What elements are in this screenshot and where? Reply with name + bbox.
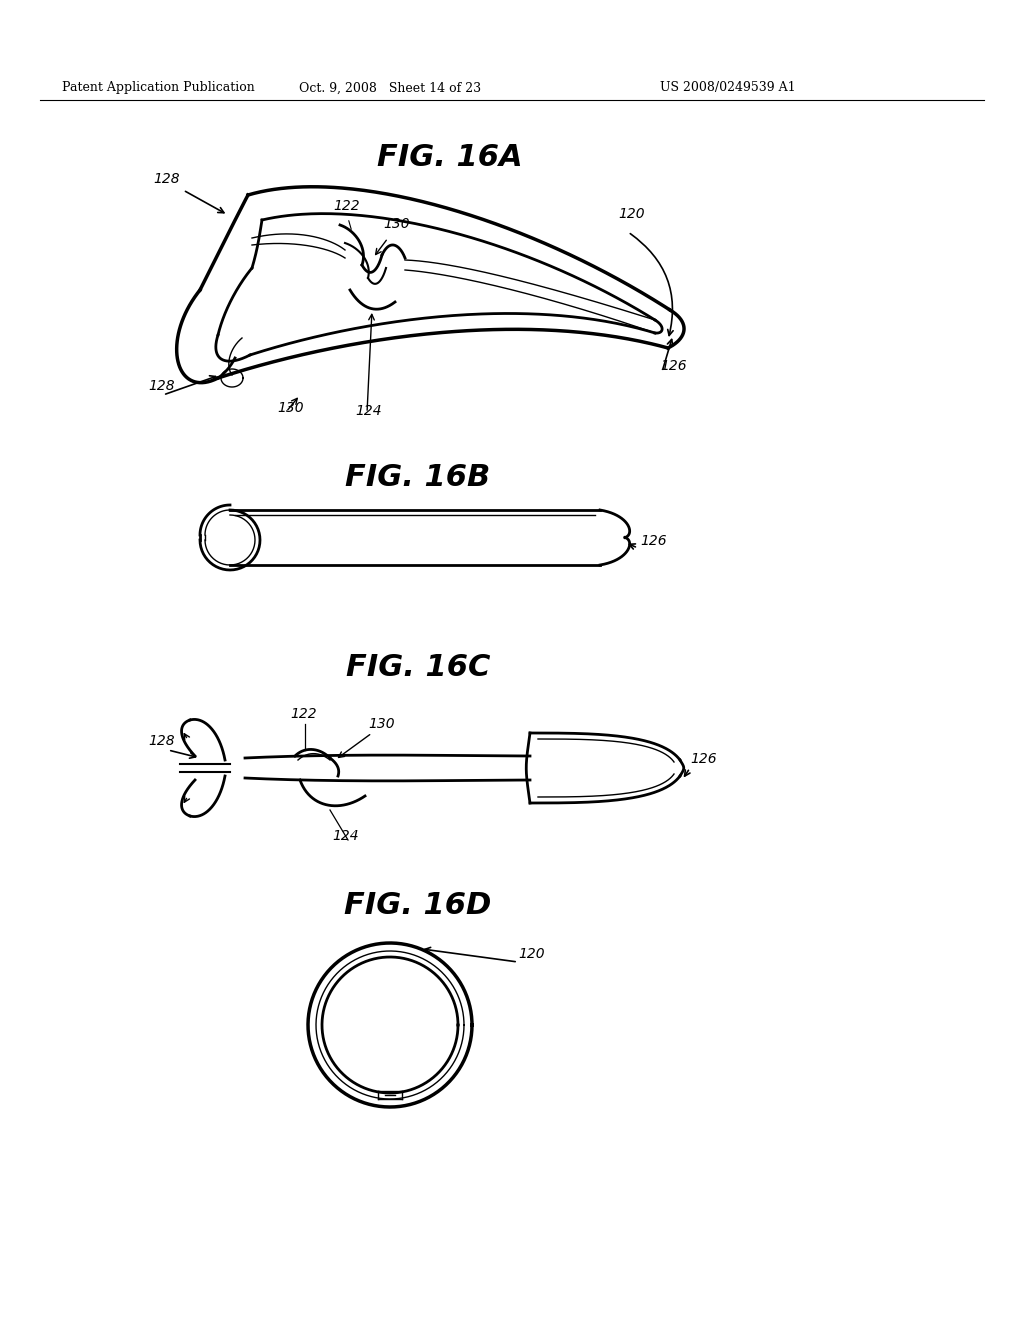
Text: 122: 122: [290, 708, 316, 721]
Text: 126: 126: [660, 359, 687, 374]
Text: FIG. 16B: FIG. 16B: [345, 463, 490, 492]
Text: 124: 124: [332, 829, 358, 843]
Text: 126: 126: [640, 535, 667, 548]
Text: 124: 124: [355, 404, 382, 418]
Text: 120: 120: [618, 207, 645, 220]
Text: 130: 130: [383, 216, 410, 231]
Text: Oct. 9, 2008   Sheet 14 of 23: Oct. 9, 2008 Sheet 14 of 23: [299, 82, 481, 95]
Text: 128: 128: [148, 379, 175, 393]
Text: 126: 126: [690, 752, 717, 766]
Text: US 2008/0249539 A1: US 2008/0249539 A1: [660, 82, 796, 95]
Text: 122: 122: [333, 199, 359, 213]
Text: 120: 120: [518, 946, 545, 961]
Text: 130: 130: [368, 717, 394, 731]
Text: 130: 130: [278, 401, 304, 414]
Text: FIG. 16A: FIG. 16A: [377, 144, 523, 173]
Text: FIG. 16C: FIG. 16C: [346, 653, 490, 682]
Text: Patent Application Publication: Patent Application Publication: [62, 82, 255, 95]
Text: 128: 128: [153, 172, 179, 186]
Text: 128: 128: [148, 734, 175, 748]
Text: FIG. 16D: FIG. 16D: [344, 891, 492, 920]
